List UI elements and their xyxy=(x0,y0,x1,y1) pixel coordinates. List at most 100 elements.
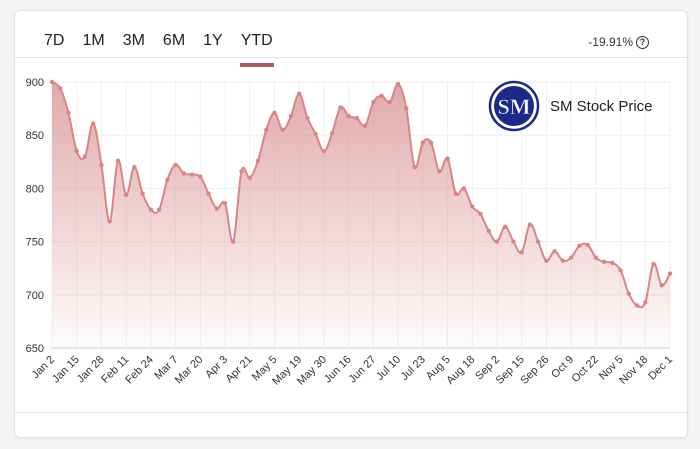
data-point xyxy=(107,219,112,224)
data-point xyxy=(321,148,327,154)
y-tick-label: 650 xyxy=(26,343,44,355)
x-tick-label: Sep 26 xyxy=(518,354,551,387)
tab-1y[interactable]: 1Y xyxy=(203,32,223,49)
data-point xyxy=(123,192,129,197)
legend-label: SM Stock Price xyxy=(550,97,653,115)
data-point xyxy=(313,131,318,137)
data-point xyxy=(239,169,244,174)
x-tick-label: Dec 1 xyxy=(646,354,675,383)
data-point xyxy=(247,175,252,180)
data-point xyxy=(82,154,88,159)
data-point xyxy=(404,106,409,111)
x-tick-label: Feb 24 xyxy=(123,354,156,387)
area-fill xyxy=(52,82,670,348)
data-point xyxy=(140,191,145,196)
data-point xyxy=(643,300,648,305)
bottom-divider xyxy=(15,412,687,413)
y-tick-label: 900 xyxy=(26,77,44,89)
y-tick-label: 750 xyxy=(26,237,44,249)
data-point xyxy=(305,115,310,121)
data-point xyxy=(371,100,376,105)
price-line xyxy=(51,81,671,309)
data-point xyxy=(519,250,524,255)
data-point xyxy=(354,115,360,121)
data-point xyxy=(659,283,664,288)
data-point xyxy=(437,169,442,174)
data-point xyxy=(148,207,154,212)
data-point xyxy=(74,148,79,154)
data-point xyxy=(461,186,467,191)
x-tick-label: Jun 27 xyxy=(347,354,379,386)
x-tick-label: Jul 10 xyxy=(374,354,403,383)
data-point xyxy=(387,100,393,105)
data-point xyxy=(593,255,599,260)
data-point xyxy=(362,123,368,128)
data-point xyxy=(66,110,71,116)
data-point xyxy=(552,248,557,254)
data-point xyxy=(346,113,351,119)
data-point xyxy=(470,204,475,209)
change-value: -19.91% xyxy=(588,35,633,49)
data-point xyxy=(544,258,549,263)
data-point xyxy=(568,255,574,260)
tab-1m[interactable]: 1M xyxy=(82,32,105,49)
data-point xyxy=(165,177,170,183)
data-point xyxy=(634,303,640,308)
data-point xyxy=(222,201,228,206)
data-point xyxy=(264,127,269,133)
data-point xyxy=(297,91,302,96)
chart-legend: SM SM Stock Price xyxy=(488,80,653,132)
y-tick-label: 850 xyxy=(26,130,44,142)
tab-ytd[interactable]: YTD xyxy=(232,31,282,67)
data-point xyxy=(651,261,656,267)
data-point xyxy=(173,162,178,168)
data-point xyxy=(255,158,261,163)
svg-text:SM: SM xyxy=(498,94,531,119)
y-tick-label: 800 xyxy=(26,183,44,195)
data-point xyxy=(412,164,417,170)
data-point xyxy=(99,162,104,168)
data-point xyxy=(115,158,121,163)
data-point xyxy=(667,271,673,276)
sm-logo: SM xyxy=(488,80,540,132)
data-point xyxy=(503,224,508,229)
question-circle-icon[interactable]: ? xyxy=(636,35,649,49)
data-point xyxy=(214,206,219,211)
data-point xyxy=(288,113,294,119)
data-point xyxy=(132,164,137,170)
x-tick-label: Apr 21 xyxy=(223,354,254,385)
x-tick-label: Mar 20 xyxy=(173,354,206,387)
ytd-change: -19.91% ? xyxy=(588,35,649,49)
x-tick-label: Oct 22 xyxy=(570,354,601,385)
tab-3m[interactable]: 3M xyxy=(122,32,145,49)
data-point xyxy=(395,81,401,87)
divider xyxy=(15,57,687,58)
data-point xyxy=(601,259,607,265)
data-point xyxy=(189,172,195,177)
data-point xyxy=(181,171,187,176)
data-point xyxy=(494,239,500,244)
data-point xyxy=(453,191,458,196)
data-point xyxy=(91,121,96,126)
x-tick-label: Nov 18 xyxy=(617,354,650,387)
data-point xyxy=(49,79,55,85)
data-point xyxy=(428,140,434,145)
data-point xyxy=(535,239,541,244)
tab-6m[interactable]: 6M xyxy=(162,32,186,49)
y-tick-label: 700 xyxy=(26,290,44,302)
data-point xyxy=(527,222,533,227)
data-point xyxy=(272,110,277,116)
data-point xyxy=(280,127,285,133)
data-point xyxy=(577,243,582,249)
data-point xyxy=(329,130,335,136)
data-point xyxy=(610,260,615,266)
data-point xyxy=(206,191,211,196)
x-tick-label: Jul 23 xyxy=(399,354,428,383)
x-tick-label: Aug 18 xyxy=(444,354,477,387)
data-point xyxy=(585,242,590,247)
tab-7d[interactable]: 7D xyxy=(44,32,65,49)
data-point xyxy=(478,211,483,217)
range-tabs: 7D 1M 3M 6M 1Y YTD xyxy=(35,31,282,67)
data-point xyxy=(338,105,343,110)
data-point xyxy=(445,156,450,161)
